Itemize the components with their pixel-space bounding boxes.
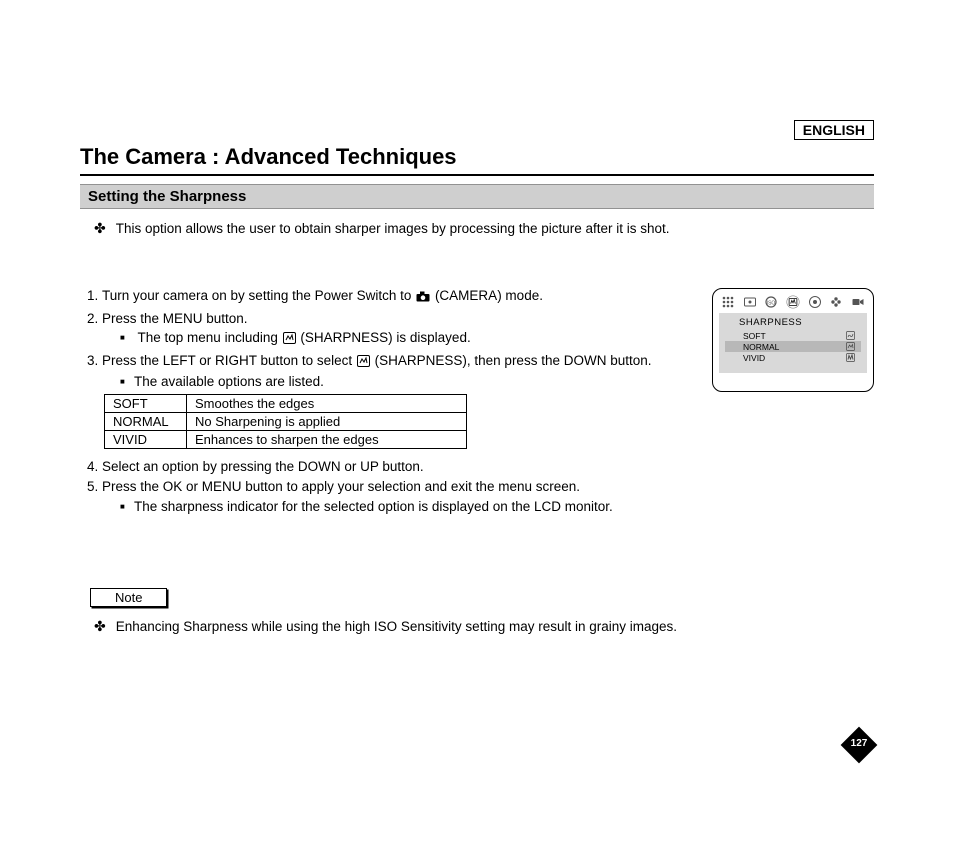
step-2-sub: The top menu including (SHARPNESS) is di…: [120, 328, 692, 350]
svg-text:ISO: ISO: [767, 300, 776, 306]
option-name: VIVID: [105, 430, 187, 448]
note-paragraph: ✤ Enhancing Sharpness while using the hi…: [80, 619, 874, 634]
lcd-iconbar: ISO: [719, 295, 867, 311]
steps-list-cont: Select an option by pressing the DOWN or…: [80, 457, 692, 517]
step-1: Turn your camera on by setting the Power…: [102, 286, 692, 308]
step-3-text-a: Press the LEFT or RIGHT button to select: [102, 353, 352, 368]
iso-icon: ISO: [764, 295, 778, 309]
note-text: Enhancing Sharpness while using the high…: [116, 619, 677, 634]
step-5-text: Press the OK or MENU button to apply you…: [102, 479, 580, 494]
grid-icon: [721, 295, 735, 309]
language-tag: ENGLISH: [794, 120, 874, 140]
section-heading: Setting the Sharpness: [80, 184, 874, 209]
step-3: Press the LEFT or RIGHT button to select…: [102, 351, 692, 392]
step-2: Press the MENU button. The top menu incl…: [102, 309, 692, 350]
step-4: Select an option by pressing the DOWN or…: [102, 457, 692, 477]
step-2-sub-a: The top menu including: [138, 330, 278, 345]
flower-icon: [829, 295, 843, 309]
page-number: 127: [844, 738, 874, 749]
lcd-row-soft: SOFT: [725, 330, 861, 341]
page-number-badge: 127: [844, 730, 874, 760]
sharpness-icon: [357, 353, 370, 373]
intro-paragraph: ✤ This option allows the user to obtain …: [80, 221, 874, 236]
steps-list: Turn your camera on by setting the Power…: [80, 286, 692, 392]
lcd-panel: SHARPNESS SOFT NORMAL VIVID: [719, 313, 867, 373]
step-1-text-a: Turn your camera on by setting the Power…: [102, 288, 411, 303]
lcd-menu-title: SHARPNESS: [725, 317, 861, 328]
option-desc: Enhances to sharpen the edges: [187, 430, 467, 448]
soft-icon: [846, 331, 855, 340]
sharpness-icon: [283, 330, 296, 350]
lcd-figure: ISO SHARPNESS SOFT NORMAL VIVID: [712, 288, 874, 392]
step-5-sub: The sharpness indicator for the selected…: [120, 497, 692, 517]
metering-icon: [743, 295, 757, 309]
table-row: NORMAL No Sharpening is applied: [105, 412, 467, 430]
normal-icon: [846, 342, 855, 351]
step-3-text-b: (SHARPNESS), then press the DOWN button.: [375, 353, 652, 368]
step-2-sub-b: (SHARPNESS) is displayed.: [300, 330, 470, 345]
option-desc: No Sharpening is applied: [187, 412, 467, 430]
step-1-text-b: (CAMERA) mode.: [435, 288, 543, 303]
lcd-row-label: SOFT: [743, 331, 766, 341]
lcd-row-vivid: VIVID: [725, 352, 861, 363]
table-row: SOFT Smoothes the edges: [105, 394, 467, 412]
bullet-icon: ✤: [94, 619, 106, 633]
option-name: SOFT: [105, 394, 187, 412]
camera-icon: [416, 288, 430, 308]
note-box: Note: [90, 588, 167, 607]
bullet-icon: ✤: [94, 221, 106, 235]
table-row: VIVID Enhances to sharpen the edges: [105, 430, 467, 448]
options-table: SOFT Smoothes the edges NORMAL No Sharpe…: [104, 394, 467, 449]
lcd-row-label: NORMAL: [743, 342, 779, 352]
vivid-icon: [846, 353, 855, 362]
page-title: The Camera : Advanced Techniques: [80, 144, 874, 176]
sharpness-tab-icon: [786, 295, 800, 309]
option-name: NORMAL: [105, 412, 187, 430]
video-icon: [851, 295, 865, 309]
camera-mode-icon: [808, 295, 822, 309]
step-3-sub: The available options are listed.: [120, 372, 692, 392]
lcd-row-label: VIVID: [743, 353, 765, 363]
option-desc: Smoothes the edges: [187, 394, 467, 412]
lcd-row-normal: NORMAL: [725, 341, 861, 352]
intro-text: This option allows the user to obtain sh…: [116, 221, 670, 236]
step-5: Press the OK or MENU button to apply you…: [102, 477, 692, 516]
step-2-text: Press the MENU button.: [102, 311, 248, 326]
